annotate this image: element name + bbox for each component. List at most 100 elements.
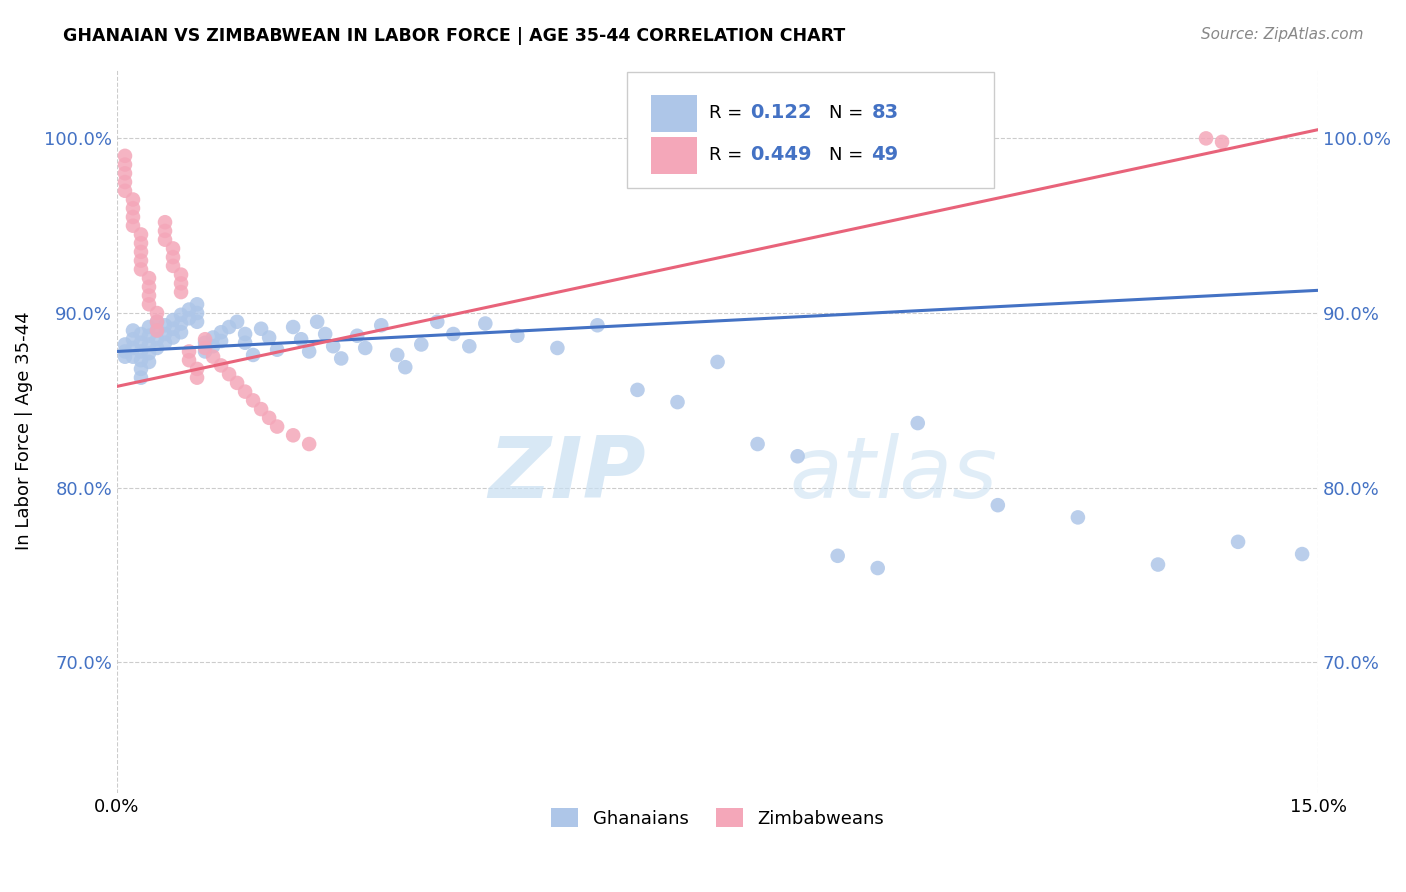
Text: 83: 83	[872, 103, 898, 122]
Point	[138, 328, 160, 343]
Point	[226, 376, 249, 390]
Point	[626, 383, 648, 397]
Point	[153, 215, 176, 229]
Point	[1147, 558, 1170, 572]
Point	[162, 313, 184, 327]
Point	[129, 344, 152, 359]
Point	[186, 370, 208, 384]
Point	[209, 334, 232, 348]
Point	[129, 353, 152, 368]
Point	[129, 253, 152, 268]
FancyBboxPatch shape	[651, 137, 697, 174]
Point	[146, 324, 169, 338]
Point	[162, 241, 184, 255]
FancyBboxPatch shape	[627, 72, 994, 188]
Point	[354, 341, 377, 355]
Point	[290, 332, 312, 346]
Point	[186, 362, 208, 376]
Point	[162, 322, 184, 336]
Point	[129, 262, 152, 277]
Point	[1291, 547, 1313, 561]
Point	[122, 332, 145, 346]
Point	[194, 344, 217, 359]
Point	[394, 360, 416, 375]
Text: 49: 49	[872, 145, 898, 164]
Point	[194, 341, 217, 355]
Point	[114, 175, 136, 189]
Point	[114, 350, 136, 364]
Point	[114, 166, 136, 180]
Point	[129, 370, 152, 384]
Text: Source: ZipAtlas.com: Source: ZipAtlas.com	[1201, 27, 1364, 42]
Point	[226, 315, 249, 329]
Point	[186, 297, 208, 311]
Point	[458, 339, 481, 353]
Point	[307, 315, 329, 329]
Point	[153, 233, 176, 247]
Point	[218, 320, 240, 334]
Point	[129, 326, 152, 341]
Point	[194, 335, 217, 350]
Point	[153, 335, 176, 350]
Point	[866, 561, 889, 575]
Point	[177, 353, 200, 368]
Point	[153, 224, 176, 238]
Point	[202, 330, 225, 344]
Point	[146, 341, 169, 355]
Point	[586, 318, 609, 333]
Point	[314, 326, 336, 341]
Point	[747, 437, 769, 451]
Point	[122, 324, 145, 338]
Text: GHANAIAN VS ZIMBABWEAN IN LABOR FORCE | AGE 35-44 CORRELATION CHART: GHANAIAN VS ZIMBABWEAN IN LABOR FORCE | …	[63, 27, 845, 45]
Point	[1067, 510, 1090, 524]
Point	[138, 346, 160, 360]
Point	[170, 277, 193, 291]
Point	[987, 498, 1010, 512]
Point	[257, 330, 280, 344]
Point	[194, 332, 217, 346]
Point	[202, 339, 225, 353]
Point	[250, 322, 273, 336]
Point	[242, 348, 264, 362]
Point	[346, 328, 368, 343]
Point	[209, 325, 232, 339]
Point	[387, 348, 409, 362]
Point	[122, 341, 145, 355]
Point	[146, 315, 169, 329]
Point	[233, 335, 256, 350]
Point	[146, 315, 169, 329]
Point	[209, 359, 232, 373]
Text: N =: N =	[830, 103, 869, 121]
Point	[298, 344, 321, 359]
Point	[153, 326, 176, 341]
Point	[186, 306, 208, 320]
Point	[129, 236, 152, 251]
Point	[281, 320, 304, 334]
Point	[129, 335, 152, 350]
Point	[138, 320, 160, 334]
Point	[122, 210, 145, 224]
Point	[177, 302, 200, 317]
Point	[170, 317, 193, 331]
Point	[138, 337, 160, 351]
Y-axis label: In Labor Force | Age 35-44: In Labor Force | Age 35-44	[15, 311, 32, 550]
Point	[666, 395, 689, 409]
Point	[129, 227, 152, 242]
Point	[170, 268, 193, 282]
Point	[330, 351, 353, 366]
Point	[266, 419, 288, 434]
Point	[281, 428, 304, 442]
Point	[298, 437, 321, 451]
Point	[426, 315, 449, 329]
Point	[233, 384, 256, 399]
Point	[706, 355, 728, 369]
FancyBboxPatch shape	[651, 95, 697, 132]
Point	[138, 297, 160, 311]
Point	[411, 337, 433, 351]
Point	[546, 341, 568, 355]
Text: atlas: atlas	[790, 433, 998, 516]
Point	[186, 315, 208, 329]
Point	[474, 317, 496, 331]
Point	[177, 311, 200, 326]
Point	[218, 367, 240, 381]
